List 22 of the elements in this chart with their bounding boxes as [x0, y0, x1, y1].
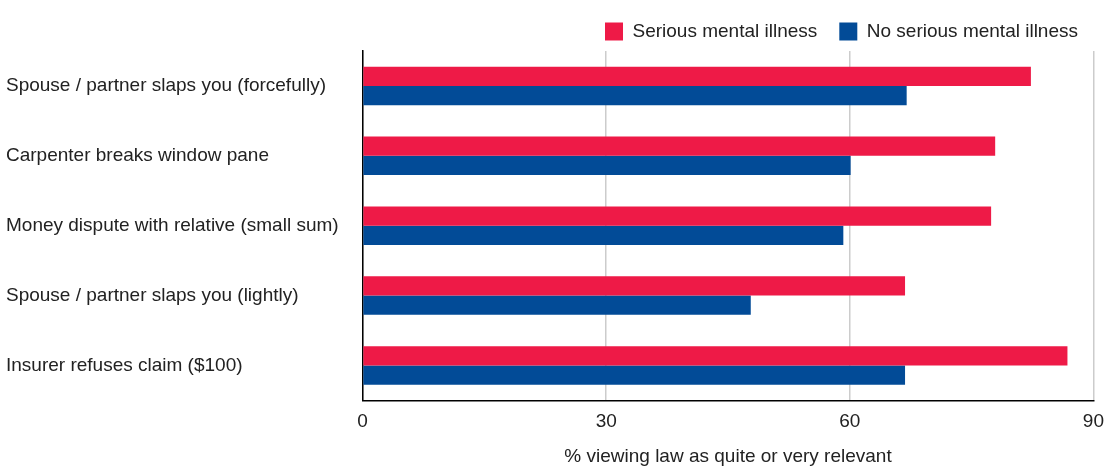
y-tick-label: Money dispute with relative (small sum) — [6, 213, 339, 235]
bar — [363, 295, 751, 315]
legend-label: Serious mental illness — [632, 19, 818, 41]
x-axis-title: % viewing law as quite or very relevant — [564, 444, 893, 466]
x-tick-label: 90 — [1082, 410, 1104, 432]
bar — [363, 66, 1031, 86]
bar — [363, 225, 844, 245]
y-tick-label: Insurer refuses claim ($100) — [6, 353, 243, 375]
x-tick-label: 60 — [839, 410, 861, 432]
bar — [363, 136, 996, 156]
bar — [363, 206, 992, 226]
legend-label: No serious mental illness — [866, 19, 1078, 41]
bar — [363, 155, 851, 176]
x-tick-label: 0 — [357, 410, 368, 432]
y-tick-label: Spouse / partner slaps you (lightly) — [6, 283, 299, 305]
y-tick-label: Spouse / partner slaps you (forcefully) — [6, 74, 326, 96]
x-tick-label: 30 — [595, 410, 617, 432]
bar — [363, 85, 907, 106]
bar — [363, 365, 906, 385]
bar — [363, 276, 906, 296]
y-tick-label: Carpenter breaks window pane — [6, 144, 269, 166]
bar — [363, 346, 1068, 366]
